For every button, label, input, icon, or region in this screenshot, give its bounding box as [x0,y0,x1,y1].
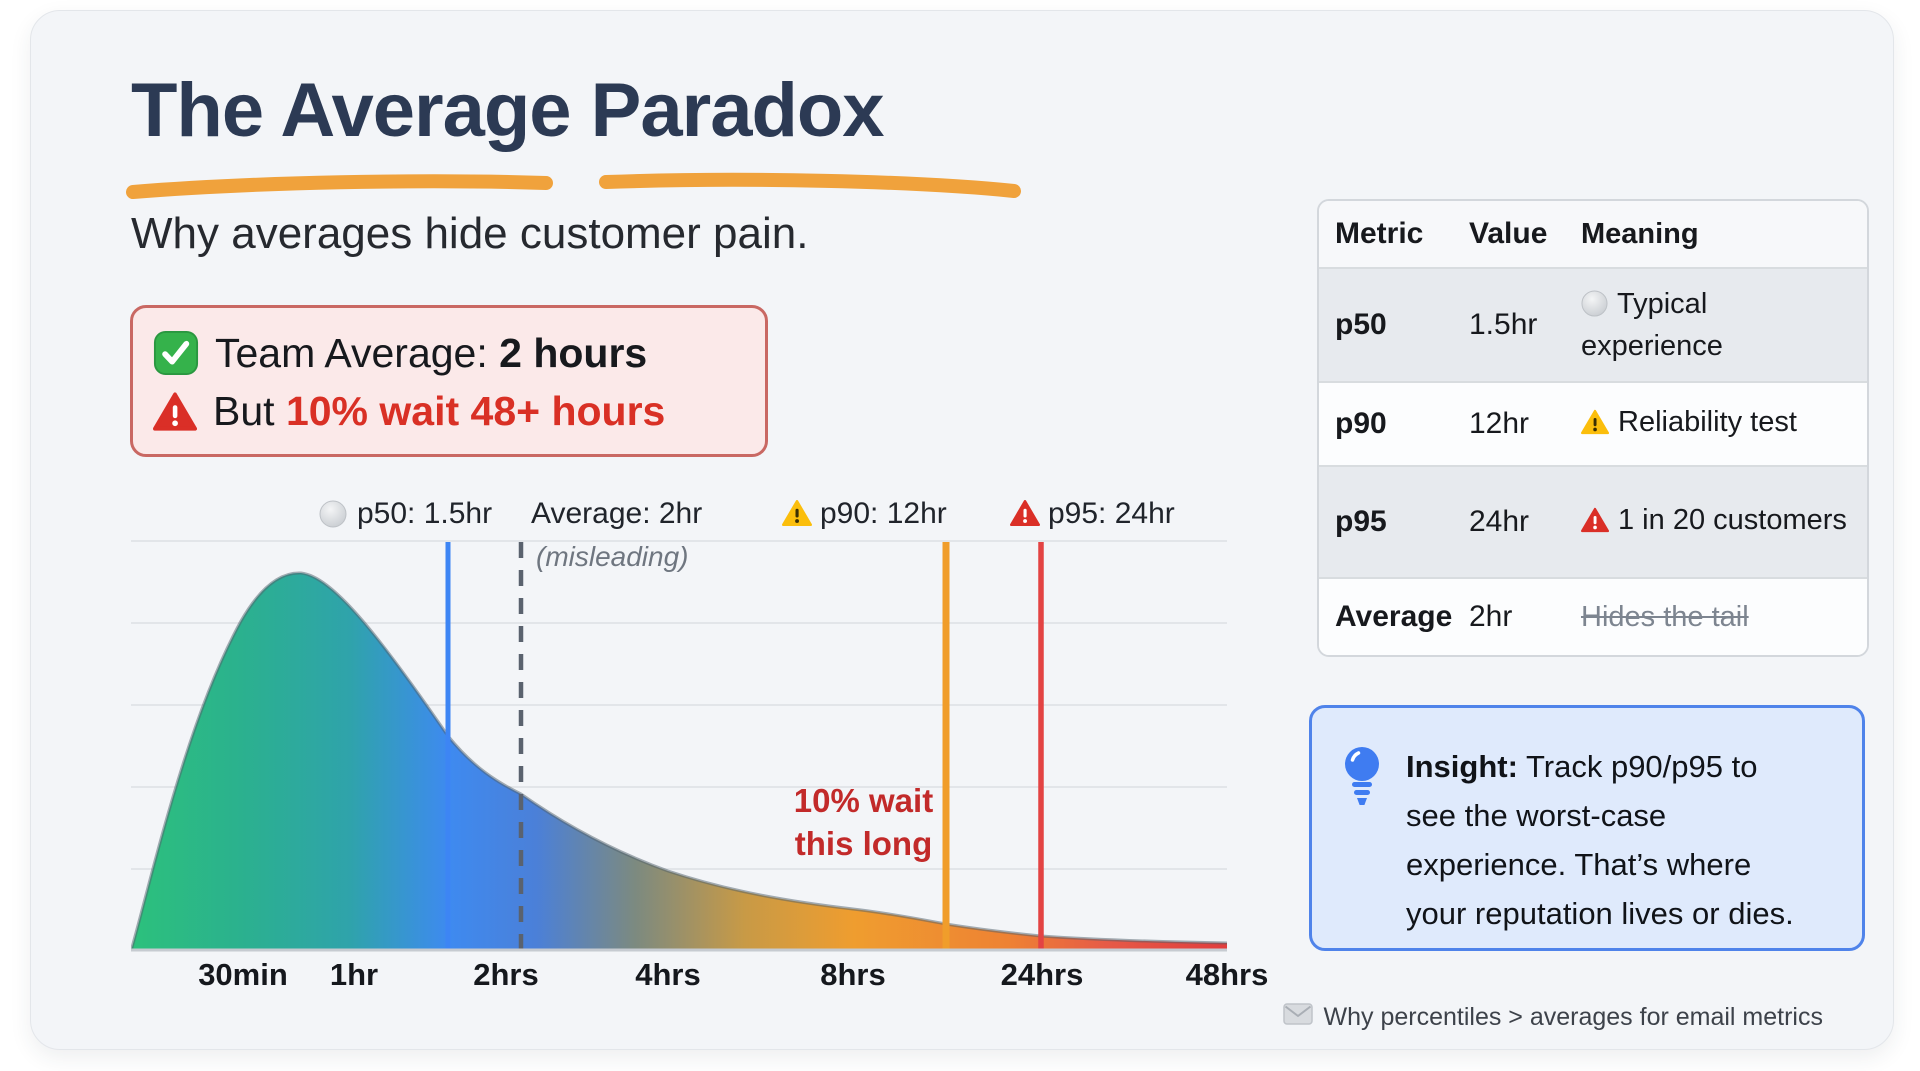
x-tick-2hrs: 2hrs [473,957,539,992]
x-tick-4hrs: 4hrs [635,957,701,992]
header-metric: Metric [1335,217,1424,250]
insight-box: Insight: Track p90/p95 to see the worst-… [1309,705,1865,951]
metrics-table: Metric Value Meaning p50 1.5hr Typical e… [1317,199,1869,657]
table-header-row: Metric Value Meaning [1319,201,1867,267]
cell-value: 2hr [1469,600,1513,633]
warning-red-icon [1010,499,1040,527]
cell-metric: p50 [1335,308,1387,341]
insight-label: Insight: [1406,749,1518,784]
footer-caption: Why percentiles > averages for email met… [1282,1003,1824,1032]
header-value: Value [1469,217,1548,250]
table-row-p50: p50 1.5hr Typical experience [1319,267,1867,381]
envelope-icon [1282,1003,1313,1032]
callout-average-text: Team Average: 2 hours [215,329,648,376]
warning-red-icon [153,391,197,432]
warning-yellow-icon [782,499,812,527]
table-row-p90: p90 12hr Reliability test [1319,381,1867,465]
check-icon [153,330,199,376]
cell-metric: Average [1335,600,1453,633]
cell-metric: p90 [1335,407,1387,440]
x-tick-48hrs: 48hrs [1185,957,1269,992]
cell-value: 24hr [1469,505,1530,538]
cell-meaning: Hides the tail [1581,601,1749,633]
cell-value: 1.5hr [1469,308,1538,341]
x-tick-1hr: 1hr [329,957,379,992]
distribution-area [131,572,1227,951]
tail-annotation: 10% wait this long [793,782,934,862]
callout-line-average: Team Average: 2 hours [153,324,743,382]
marker-label-p95: p95: 24hr [1048,497,1175,530]
page-title: The Average Paradox [131,68,885,153]
header-meaning: Meaning [1581,218,1699,250]
page-subtitle: Why averages hide customer pain. [131,209,809,258]
callout-line-warning: But 10% wait 48+ hours [153,382,743,440]
marker-label-p90: p90: 12hr [820,497,947,530]
lightbulb-icon [1340,746,1384,948]
table-row-p95: p95 24hr 1 in 20 customers [1319,465,1867,577]
table-row-average: Average 2hr Hides the tail [1319,577,1867,655]
marker-label-average: Average: 2hr [531,497,703,530]
cell-value: 12hr [1469,407,1530,440]
x-tick-30min: 30min [198,957,288,992]
gray-circle-icon [319,500,347,528]
marker-sublabel-misleading: (misleading) [536,541,689,572]
gray-circle-icon [1581,289,1608,327]
insight-text: Insight: Track p90/p95 to see the worst-… [1406,749,1794,931]
title-underline-brush [126,172,1021,199]
cell-metric: p95 [1335,505,1387,538]
cell-meaning: Typical experience [1581,288,1723,362]
cell-meaning: Reliability test [1581,403,1867,445]
summary-callout: Team Average: 2 hours But 10% wait 48+ h… [130,305,768,457]
warning-red-icon [1581,505,1609,543]
marker-label-p50: p50: 1.5hr [357,497,493,530]
callout-warning-text: But 10% wait 48+ hours [213,387,666,434]
distribution-outline [131,571,1227,952]
infographic-card: The Average Paradox Why averages hide cu… [30,10,1894,1050]
cell-meaning: 1 in 20 customers [1581,501,1867,543]
warning-yellow-icon [1581,407,1609,445]
x-tick-24hrs: 24hrs [1000,957,1084,992]
distribution-chart [131,540,1227,952]
x-tick-8hrs: 8hrs [820,957,886,992]
footer-caption-text: Why percentiles > averages for email met… [1323,1003,1824,1031]
